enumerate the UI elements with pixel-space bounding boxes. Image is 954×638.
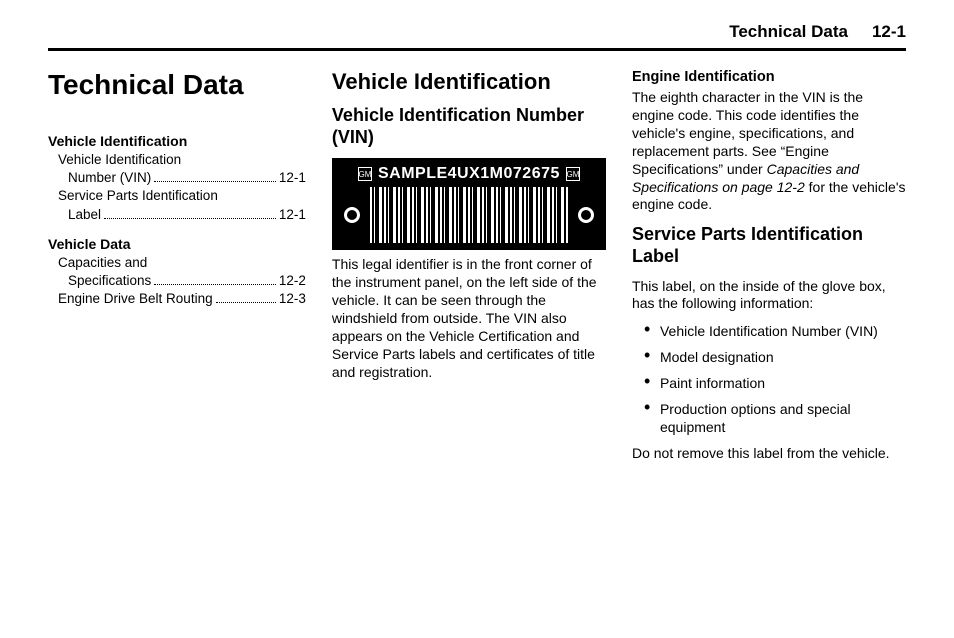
toc-group-vehicle-identification: Vehicle Identification Vehicle Identific… — [48, 133, 306, 224]
engine-id-heading: Engine Identification — [632, 69, 906, 85]
toc-group-vehicle-data: Vehicle Data Capacities and Specificatio… — [48, 236, 306, 309]
engine-id-body: The eighth character in the VIN is the e… — [632, 89, 906, 214]
list-item: Model designation — [644, 349, 906, 367]
toc-entry: Engine Drive Belt Routing 12-3 — [58, 290, 306, 308]
gm-logo-icon: GM — [566, 167, 580, 181]
rivet-icon — [344, 207, 360, 223]
list-item: Production options and special equipment — [644, 401, 906, 437]
service-parts-outro: Do not remove this label from the vehicl… — [632, 445, 906, 463]
column-middle: Vehicle Identification Vehicle Identific… — [332, 69, 606, 473]
list-item: Paint information — [644, 375, 906, 393]
toc-entry-label: Specifications — [68, 272, 151, 290]
toc-section-heading: Vehicle Identification — [48, 133, 306, 149]
page-header: Technical Data 12-1 — [48, 22, 906, 51]
toc-entry: Label 12-1 — [58, 206, 306, 224]
gm-logo-icon: GM — [358, 167, 372, 181]
service-parts-intro: This label, on the inside of the glove b… — [632, 278, 906, 314]
vin-sample-text: SAMPLE4UX1M072675 — [378, 165, 560, 183]
section-heading: Vehicle Identification — [332, 69, 606, 95]
service-parts-list: Vehicle Identification Number (VIN) Mode… — [644, 323, 906, 437]
header-title: Technical Data — [729, 22, 848, 42]
vin-description: This legal identifier is in the front co… — [332, 256, 606, 381]
toc-dots — [216, 291, 276, 303]
list-item: Vehicle Identification Number (VIN) — [644, 323, 906, 341]
toc-dots — [104, 207, 276, 219]
toc-entry-label: Label — [68, 206, 101, 224]
service-parts-heading: Service Parts Identification Label — [632, 224, 906, 267]
toc-entry-label: Capacities and — [58, 254, 306, 272]
rivet-icon — [578, 207, 594, 223]
subsection-heading: Vehicle Identification Number (VIN) — [332, 105, 606, 148]
toc-page-ref: 12-1 — [279, 170, 306, 185]
toc-entry-label: Service Parts Identification — [58, 187, 306, 205]
toc-page-ref: 12-3 — [279, 291, 306, 306]
vin-plate-top: GM SAMPLE4UX1M072675 GM — [342, 165, 596, 183]
toc-section-heading: Vehicle Data — [48, 236, 306, 252]
toc-entry-label: Vehicle Identification — [58, 151, 306, 169]
toc-dots — [154, 273, 276, 285]
toc-page-ref: 12-2 — [279, 273, 306, 288]
vin-plate-figure: GM SAMPLE4UX1M072675 GM — [332, 158, 606, 250]
toc-entry: Number (VIN) 12-1 — [58, 169, 306, 187]
vin-barcode-row — [342, 187, 596, 243]
toc-entry-label: Engine Drive Belt Routing — [58, 290, 213, 308]
toc-dots — [154, 170, 276, 182]
barcode-icon — [370, 187, 568, 243]
header-page-number: 12-1 — [872, 22, 906, 42]
toc-entry-label: Number (VIN) — [68, 169, 151, 187]
three-column-layout: Technical Data Vehicle Identification Ve… — [48, 69, 906, 473]
page-title: Technical Data — [48, 69, 306, 101]
toc-entry: Specifications 12-2 — [58, 272, 306, 290]
column-right: Engine Identification The eighth charact… — [632, 69, 906, 473]
column-left: Technical Data Vehicle Identification Ve… — [48, 69, 306, 473]
toc-page-ref: 12-1 — [279, 207, 306, 222]
